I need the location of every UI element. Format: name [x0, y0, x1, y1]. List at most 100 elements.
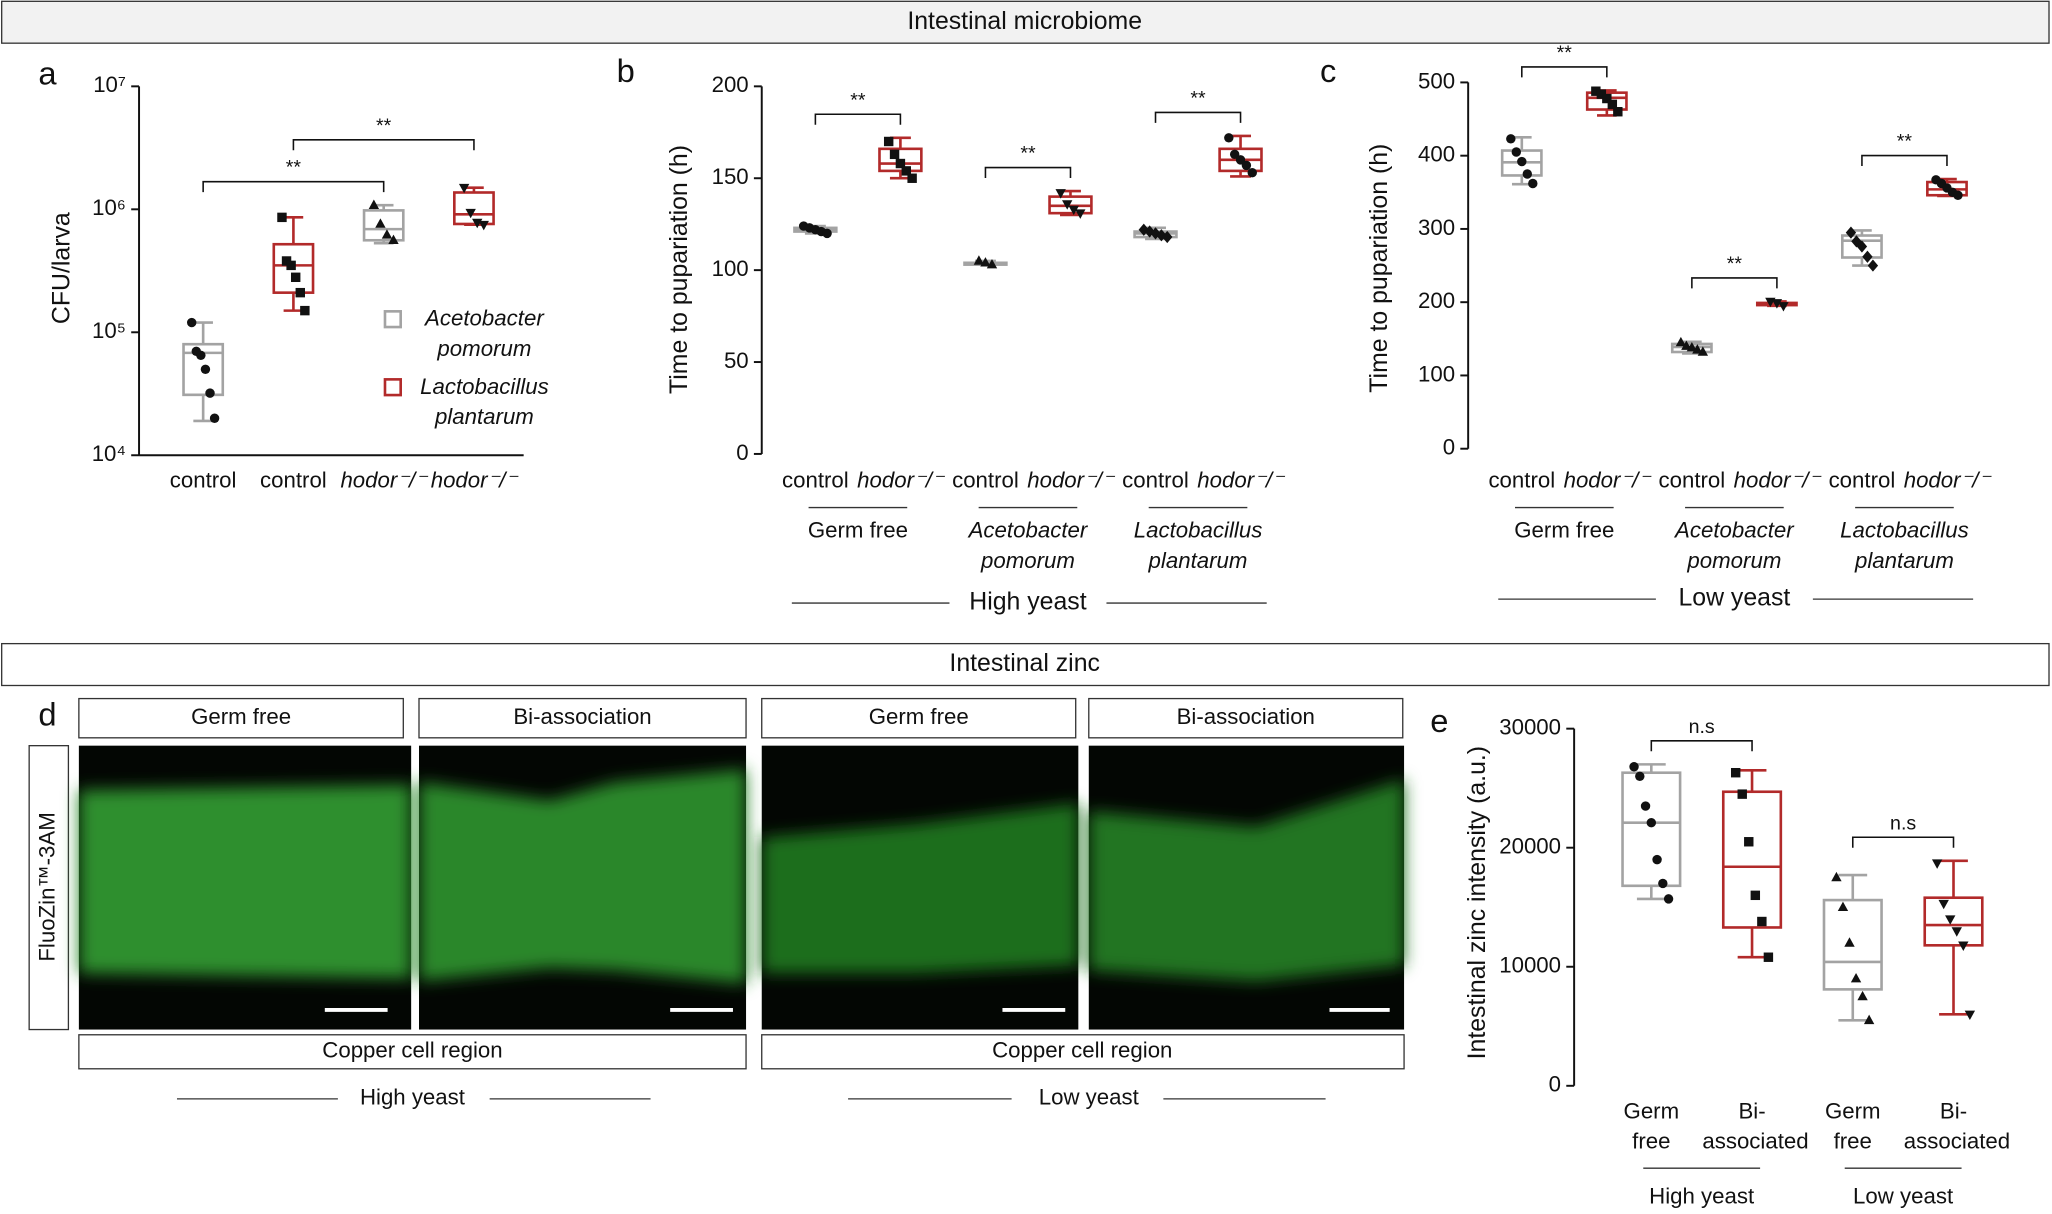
region-box: [78, 1034, 747, 1070]
significance-label: n.s: [1890, 812, 1916, 834]
data-point: [368, 199, 380, 209]
data-point: [300, 305, 310, 316]
column-title: Germ free: [869, 704, 969, 729]
data-point: [200, 364, 211, 375]
data-point: [1763, 952, 1774, 962]
column-title-box: [1088, 697, 1404, 739]
data-point: [1602, 93, 1612, 104]
data-point: [1522, 169, 1533, 179]
x-tick-label: Bi-associated: [1903, 1098, 2011, 1154]
data-point: [1229, 149, 1240, 160]
x-tick-label: hodor⁻/⁻: [431, 467, 520, 492]
micrograph: [761, 745, 1079, 1030]
significance-label: **: [1727, 253, 1743, 275]
x-tick-label: hodor⁻/⁻: [1564, 467, 1653, 492]
data-point: [1862, 250, 1873, 263]
legend-label: Lactobacillus plantarum: [420, 374, 549, 430]
data-point: [1845, 226, 1857, 239]
data-point: [1635, 771, 1645, 781]
significance-bracket: [814, 113, 902, 125]
data-point: [1613, 107, 1623, 117]
y-tick-label: 100: [1418, 361, 1455, 386]
data-point: [1068, 205, 1079, 216]
box: [1923, 896, 1984, 947]
data-point: [1591, 86, 1601, 96]
x-tick-label: hodor⁻/⁻: [340, 467, 429, 492]
data-point: [1607, 99, 1618, 110]
data-point: [895, 158, 906, 169]
data-point: [1658, 878, 1668, 889]
column-title: Bi-association: [1177, 704, 1315, 729]
data-point: [1831, 871, 1842, 882]
group-label: Lactobacillus plantarum: [1840, 518, 1969, 573]
legend-label: Acetobacter pomorum: [425, 306, 544, 362]
x-tick-label-box: Bi-associated: [1903, 1098, 2011, 1154]
box: [453, 191, 495, 226]
y-tick-label: 50: [724, 348, 749, 373]
significance-bracket: [292, 139, 475, 151]
y-tick-label: 10⁴: [92, 441, 126, 466]
data-point: [1837, 901, 1849, 911]
column-title: Bi-association: [513, 704, 651, 729]
x-tick-label: hodor⁻/⁻: [1904, 467, 1993, 492]
panel-letter: a: [38, 55, 57, 92]
y-axis-label: Intestinal zinc intensity (a.u.): [1464, 746, 1491, 1059]
data-point: [1675, 336, 1687, 347]
data-point: [1951, 927, 1962, 937]
data-point: [277, 212, 287, 223]
data-point: [1863, 1014, 1875, 1025]
significance-bracket: [1521, 66, 1608, 78]
data-point: [1528, 178, 1538, 189]
group-label-box: High yeast: [1649, 1184, 1754, 1209]
group-label-box: Acetobacter pomorum: [1675, 518, 1794, 573]
data-point: [822, 228, 832, 239]
x-tick-label: hodor⁻/⁻: [1734, 467, 1823, 492]
data-point: [1931, 859, 1943, 869]
y-tick-label: 400: [1418, 142, 1455, 167]
column-title-box: [78, 697, 404, 739]
data-point: [1247, 168, 1257, 178]
data-point: [1692, 344, 1703, 354]
header-box: [1, 642, 2050, 687]
group-label-box: Germ free: [1514, 518, 1614, 543]
data-point: [1640, 801, 1651, 811]
data-point: [388, 234, 399, 245]
data-point: [1235, 155, 1246, 165]
x-tick-label-box: Germ free: [1623, 1098, 1680, 1154]
data-point: [1224, 133, 1234, 143]
region-label: Copper cell region: [322, 1038, 502, 1063]
data-point: [1958, 941, 1969, 951]
supergroup-label: High yeast: [969, 589, 1086, 616]
header: Intestinal zinc: [949, 650, 1100, 677]
y-axis-label: Time to pupariation (h): [666, 145, 693, 394]
data-point: [1938, 899, 1949, 910]
data-point: [1744, 837, 1754, 847]
group-label-box: Acetobacter pomorum: [969, 518, 1088, 573]
x-tick-label: control: [782, 467, 849, 492]
group-label-box: Lactobacillus plantarum: [1134, 518, 1263, 573]
data-point: [1945, 915, 1956, 925]
x-tick-label: control: [260, 467, 327, 492]
significance-label: **: [376, 115, 392, 137]
x-tick-label: control: [170, 467, 237, 492]
data-point: [478, 220, 489, 231]
data-point: [1506, 134, 1516, 144]
x-tick-label: Germ free: [1623, 1098, 1680, 1154]
significance-label: **: [286, 157, 302, 179]
data-point: [1663, 894, 1674, 904]
y-tick-label: 500: [1418, 68, 1455, 93]
data-point: [1517, 156, 1527, 167]
x-tick-label-box: Germ free: [1825, 1099, 1881, 1154]
x-tick-label-box: Bi-associated: [1702, 1099, 1808, 1154]
group-label: Germ free: [807, 518, 908, 543]
data-point: [1750, 890, 1761, 901]
data-point: [1511, 147, 1522, 157]
micrograph: [78, 745, 412, 1030]
data-point: [1697, 346, 1709, 356]
micrograph: [419, 745, 747, 1030]
y-tick-label: 10⁷: [93, 72, 126, 97]
data-point: [1953, 190, 1963, 200]
group-label: Acetobacter pomorum: [1675, 518, 1794, 573]
data-point: [1629, 762, 1639, 772]
data-point: [883, 136, 894, 147]
